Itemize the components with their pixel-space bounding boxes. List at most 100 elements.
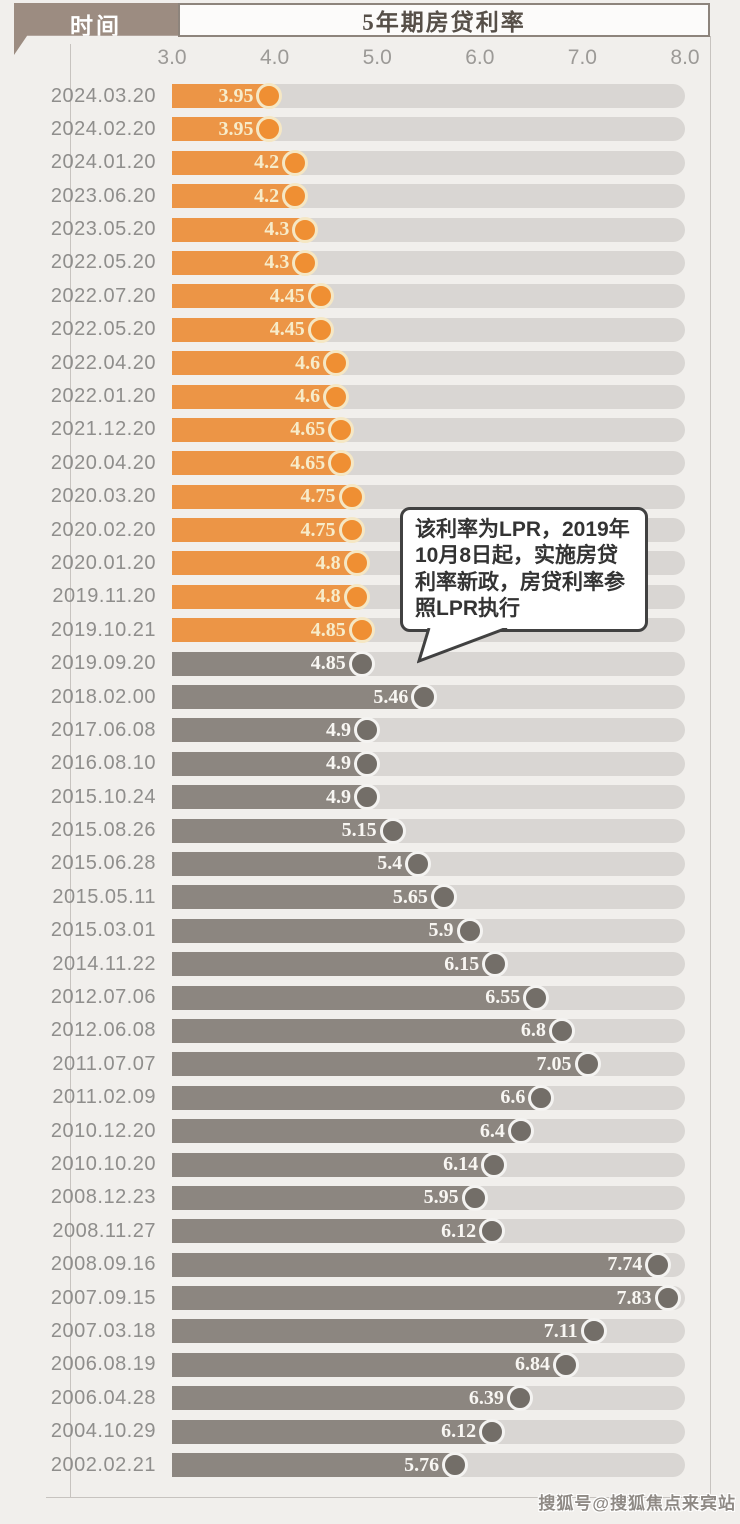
bar-value-label: 4.75 bbox=[300, 485, 336, 508]
row-date-label: 2015.05.11 bbox=[52, 885, 156, 908]
row-date-label: 2016.08.10 bbox=[50, 752, 156, 775]
bar-fill: 4.9 bbox=[172, 718, 367, 743]
bar-fill: 6.6 bbox=[172, 1085, 542, 1110]
chart-row: 2023.06.20 4.2 bbox=[0, 183, 740, 210]
row-date-label: 2010.12.20 bbox=[50, 1119, 156, 1142]
bar-end-marker bbox=[461, 1184, 488, 1211]
bar-fill: 4.9 bbox=[172, 751, 367, 776]
bar-fill: 4.8 bbox=[172, 584, 357, 609]
chart-row: 2006.08.19 6.84 bbox=[0, 1351, 740, 1378]
bar-end-marker bbox=[645, 1251, 672, 1278]
bar-value-label: 6.55 bbox=[485, 986, 521, 1009]
bar-end-marker bbox=[430, 884, 457, 911]
bar-value-label: 4.65 bbox=[290, 451, 326, 474]
panel-border-right bbox=[710, 36, 711, 1498]
bar-end-marker bbox=[292, 216, 319, 243]
bar-end-marker bbox=[528, 1084, 555, 1111]
chart-row: 2022.04.20 4.6 bbox=[0, 350, 740, 377]
row-date-label: 2006.04.28 bbox=[50, 1386, 156, 1409]
bar-value-label: 4.8 bbox=[315, 585, 341, 608]
chart-row: 2015.06.28 5.4 bbox=[0, 850, 740, 877]
panel-border-left bbox=[70, 44, 71, 1498]
row-date-label: 2018.02.00 bbox=[50, 685, 156, 708]
bar-value-label: 4.85 bbox=[310, 618, 346, 641]
bar-fill: 6.55 bbox=[172, 985, 537, 1010]
bar-value-label: 6.12 bbox=[441, 1219, 477, 1242]
bar-fill: 5.65 bbox=[172, 885, 444, 910]
chart-row: 2024.02.20 3.95 bbox=[0, 116, 740, 143]
row-date-label: 2017.06.08 bbox=[50, 718, 156, 741]
bar-value-label: 7.11 bbox=[543, 1319, 578, 1342]
bar-value-label: 4.9 bbox=[325, 752, 351, 775]
bar-value-label: 6.84 bbox=[514, 1353, 550, 1376]
bar-end-marker bbox=[328, 450, 355, 477]
chart-row: 2022.07.20 4.45 bbox=[0, 283, 740, 310]
bar-fill: 4.85 bbox=[172, 618, 362, 643]
bar-value-label: 5.15 bbox=[341, 819, 377, 842]
axis-tick-label: 4.0 bbox=[259, 46, 290, 69]
bar-fill: 4.65 bbox=[172, 417, 342, 442]
row-date-label: 2020.02.20 bbox=[50, 518, 156, 541]
bar-value-label: 6.15 bbox=[444, 952, 480, 975]
bar-value-label: 6.14 bbox=[443, 1153, 479, 1175]
bar-value-label: 6.6 bbox=[500, 1086, 526, 1109]
bar-value-label: 4.45 bbox=[269, 284, 305, 307]
row-date-label: 2019.10.21 bbox=[50, 618, 156, 641]
chart-row: 2007.09.15 7.83 bbox=[0, 1285, 740, 1312]
bar-fill: 4.2 bbox=[172, 150, 296, 175]
watermark: 搜狐号@搜狐焦点来宾站 bbox=[538, 1494, 736, 1513]
bar-track: 5.4 bbox=[172, 850, 685, 877]
bar-fill: 4.9 bbox=[172, 785, 367, 810]
row-date-label: 2022.07.20 bbox=[50, 284, 156, 307]
bar-track: 5.76 bbox=[172, 1452, 685, 1479]
row-date-label: 2006.08.19 bbox=[50, 1353, 156, 1376]
panel-border-bottom bbox=[46, 1497, 711, 1498]
bar-track: 4.45 bbox=[172, 316, 685, 343]
bar-value-label: 7.74 bbox=[607, 1253, 643, 1276]
row-date-label: 2007.03.18 bbox=[50, 1319, 156, 1342]
bar-track: 4.3 bbox=[172, 249, 685, 276]
chart-row: 2015.08.26 5.15 bbox=[0, 817, 740, 844]
bar-fill: 3.95 bbox=[172, 117, 270, 142]
bar-value-label: 4.85 bbox=[310, 652, 346, 675]
row-date-label: 2023.06.20 bbox=[50, 184, 156, 207]
row-date-label: 2010.10.20 bbox=[50, 1153, 156, 1175]
row-date-label: 2015.10.24 bbox=[50, 785, 156, 808]
bar-track: 6.55 bbox=[172, 984, 685, 1011]
bar-value-label: 5.46 bbox=[373, 685, 409, 708]
bar-value-label: 6.39 bbox=[468, 1386, 504, 1409]
bar-end-marker bbox=[353, 750, 380, 777]
bar-end-marker bbox=[479, 1218, 506, 1245]
row-date-label: 2019.11.20 bbox=[52, 585, 156, 608]
bar-end-marker bbox=[506, 1385, 533, 1412]
bar-end-marker bbox=[343, 550, 370, 577]
bar-end-marker bbox=[348, 617, 375, 644]
row-date-label: 2015.06.28 bbox=[50, 852, 156, 875]
row-date-label: 2008.09.16 bbox=[50, 1253, 156, 1276]
chart-row: 2012.07.06 6.55 bbox=[0, 984, 740, 1011]
bar-value-label: 4.9 bbox=[325, 718, 351, 741]
row-date-label: 2022.01.20 bbox=[50, 385, 156, 408]
bar-value-label: 5.65 bbox=[392, 885, 428, 908]
bar-track: 7.05 bbox=[172, 1051, 685, 1078]
bar-track: 5.65 bbox=[172, 884, 685, 911]
row-date-label: 2021.12.20 bbox=[50, 418, 156, 441]
bar-end-marker bbox=[338, 483, 365, 510]
x-axis: 3.0 4.0 5.0 6.0 7.0 8.0 bbox=[157, 46, 699, 72]
bar-fill: 4.6 bbox=[172, 384, 337, 409]
axis-tick-label: 3.0 bbox=[157, 46, 187, 69]
bar-value-label: 4.2 bbox=[254, 151, 280, 174]
bar-end-marker bbox=[552, 1351, 579, 1378]
row-date-label: 2004.10.29 bbox=[50, 1420, 156, 1443]
axis-tick-label: 5.0 bbox=[362, 46, 392, 69]
chart-row: 2011.02.09 6.6 bbox=[0, 1084, 740, 1111]
bar-fill: 5.4 bbox=[172, 851, 419, 876]
bar-end-marker bbox=[411, 684, 438, 711]
bar-track: 3.95 bbox=[172, 83, 685, 109]
bar-end-marker bbox=[379, 817, 406, 844]
row-date-label: 2020.01.20 bbox=[50, 551, 156, 574]
row-date-label: 2007.09.15 bbox=[50, 1286, 156, 1309]
bar-track: 4.45 bbox=[172, 283, 685, 310]
chart-rows: 2024.03.20 3.95 2024.02.20 3.95 2024.01.20 4.… bbox=[0, 83, 740, 1486]
bar-end-marker bbox=[548, 1017, 575, 1044]
